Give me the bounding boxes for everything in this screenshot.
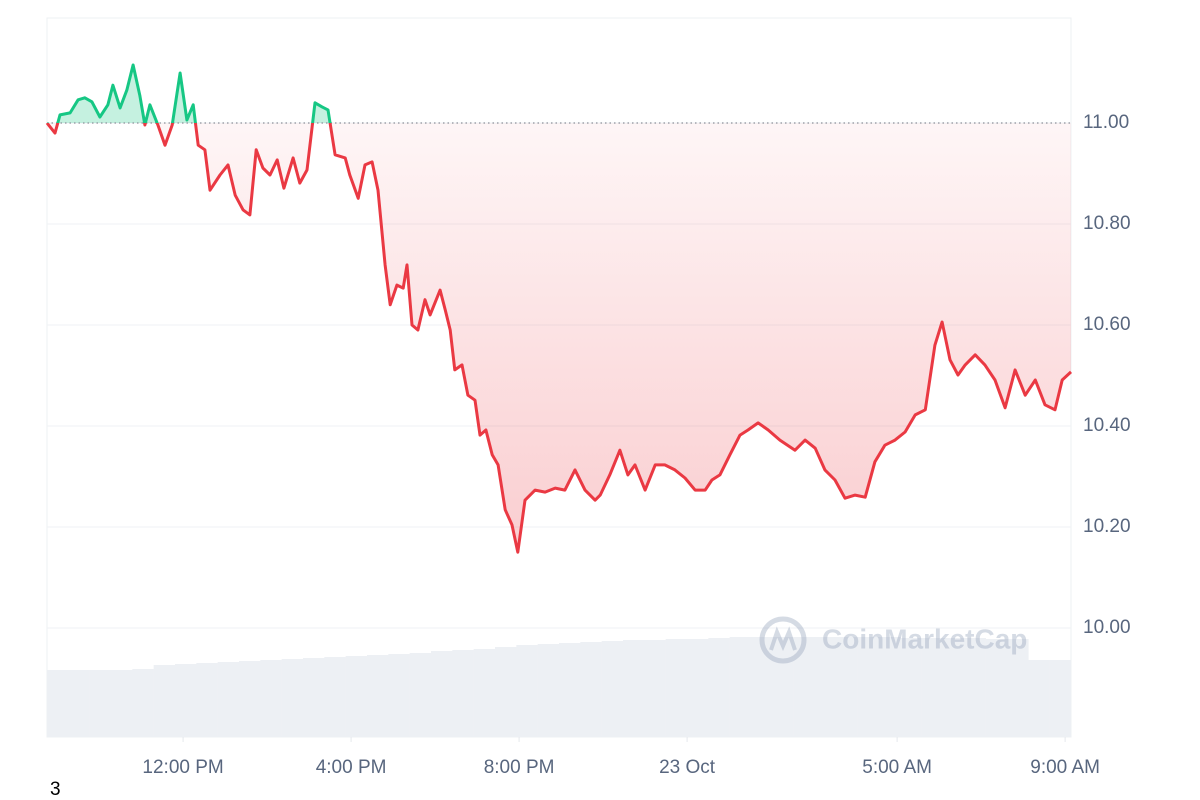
volume-bar <box>580 642 602 737</box>
volume-bar <box>772 637 794 737</box>
volume-bar <box>708 638 730 737</box>
volume-bar <box>303 658 325 737</box>
volume-bar <box>367 655 389 737</box>
volume-bar <box>345 656 368 737</box>
volume-bar <box>559 643 581 737</box>
x-tick-label: 9:00 AM <box>1030 757 1100 778</box>
x-tick-label: 12:00 PM <box>142 757 223 778</box>
volume-bar <box>239 661 261 737</box>
footnote: 3 <box>50 779 61 800</box>
y-tick-label: 10.20 <box>1083 516 1131 537</box>
volume-bar <box>687 639 709 737</box>
volume-bar <box>516 645 538 737</box>
volume-bar <box>943 638 965 737</box>
volume-bar <box>665 639 688 737</box>
volume-bar <box>601 641 624 737</box>
volume-bars <box>47 637 1072 737</box>
y-tick-label: 11.00 <box>1083 112 1129 133</box>
volume-bar <box>964 638 986 737</box>
volume-bar <box>921 638 944 737</box>
area-up <box>47 65 1071 124</box>
volume-bar <box>217 662 240 737</box>
watermark-logo-mark <box>769 626 797 652</box>
volume-bar <box>623 640 645 737</box>
volume-bar <box>836 637 858 737</box>
volume-bar <box>1049 660 1072 737</box>
volume-bar <box>644 640 666 737</box>
volume-bar <box>89 670 112 737</box>
volume-bar <box>132 669 154 737</box>
volume-bar <box>431 651 453 737</box>
x-tick-label: 8:00 PM <box>484 757 555 778</box>
volume-bar <box>281 659 304 737</box>
volume-bar <box>985 639 1008 737</box>
watermark: CoinMarketCap <box>759 616 1027 664</box>
volume-bar <box>857 637 880 737</box>
x-tick-label: 23 Oct <box>659 757 716 778</box>
volume-bar <box>260 660 282 737</box>
volume-bar <box>815 637 837 737</box>
x-tick-label: 5:00 AM <box>862 757 932 778</box>
watermark-logo <box>759 616 807 664</box>
volume-bar <box>537 644 560 737</box>
y-tick-label: 10.60 <box>1083 314 1131 335</box>
plot <box>45 63 1073 554</box>
volume-bar <box>68 670 90 737</box>
volume-bar <box>495 647 517 737</box>
x-tick-label: 4:00 PM <box>316 757 387 778</box>
price-line-up <box>46 63 332 124</box>
volume-bar <box>1028 660 1050 737</box>
y-tick-label: 10.80 <box>1083 213 1131 234</box>
y-tick-label: 10.40 <box>1083 415 1131 436</box>
area-down <box>47 123 1071 553</box>
volume-bar <box>452 650 474 737</box>
price-line-down <box>45 123 1073 554</box>
volume-bar <box>879 637 901 737</box>
volume-bar <box>324 657 346 737</box>
volume-bar <box>409 653 432 737</box>
volume-bar <box>175 664 197 737</box>
volume-bar <box>388 654 410 737</box>
volume-bar <box>473 649 496 737</box>
volume-bar <box>751 637 773 737</box>
volume-bar <box>153 665 176 737</box>
volume-bar <box>111 670 133 737</box>
watermark-text: CoinMarketCap <box>822 623 1027 654</box>
volume-bar <box>1007 639 1029 737</box>
volume-bar <box>196 663 218 737</box>
volume-bar <box>793 637 816 737</box>
y-tick-label: 10.00 <box>1083 617 1131 638</box>
volume-bar <box>729 637 752 737</box>
volume-bar <box>900 638 922 737</box>
volume-bar <box>47 670 69 737</box>
